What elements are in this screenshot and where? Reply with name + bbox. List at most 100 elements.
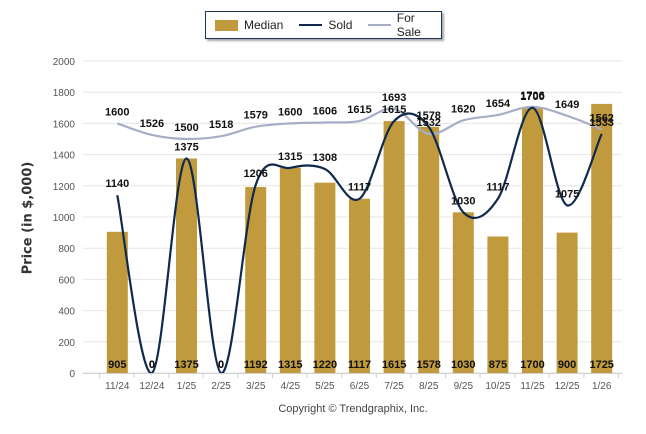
for-sale-data-label: 1693 xyxy=(382,92,406,104)
for-sale-data-label: 1615 xyxy=(347,104,371,116)
sold-data-label: 1375 xyxy=(174,142,198,154)
sold-data-label: 1117 xyxy=(348,182,371,194)
median-data-label: 875 xyxy=(489,359,507,371)
sold-data-label: 1075 xyxy=(555,188,579,200)
median-bar xyxy=(487,236,509,373)
x-tick-label: 6/25 xyxy=(350,381,370,392)
sold-data-label: 1206 xyxy=(243,168,267,180)
sold-data-label: 0 xyxy=(218,359,224,371)
x-tick-label: 2/25 xyxy=(211,381,231,392)
median-bar xyxy=(556,232,578,373)
y-tick-label: 2000 xyxy=(53,57,76,68)
series-lines xyxy=(116,105,603,375)
sold-data-label: 1578 xyxy=(416,110,440,122)
sold-data-label: 1117 xyxy=(486,182,509,194)
y-tick-label: 800 xyxy=(58,244,75,255)
median-data-label: 1192 xyxy=(244,359,268,371)
for-sale-line xyxy=(116,105,603,141)
median-bar xyxy=(349,198,370,373)
y-tick-label: 1800 xyxy=(53,88,76,99)
sold-data-label: 0 xyxy=(149,359,155,371)
for-sale-data-label: 1579 xyxy=(243,110,267,122)
legend-item-median[interactable]: Median xyxy=(215,18,283,32)
median-swatch-icon xyxy=(215,19,238,31)
x-tick-label: 8/25 xyxy=(419,381,439,392)
median-data-label: 1220 xyxy=(313,359,337,371)
for-sale-line-icon xyxy=(368,24,391,26)
median-data-label: 1615 xyxy=(382,359,406,371)
for-sale-data-label: 1518 xyxy=(209,119,233,131)
sold-data-label: 1615 xyxy=(382,104,406,116)
copyright-text: Copyright © Trendgraphix, Inc. xyxy=(278,403,428,415)
y-tick-label: 1200 xyxy=(53,182,76,193)
median-data-label: 1117 xyxy=(348,359,371,371)
median-bar xyxy=(383,121,405,373)
median-data-label: 1315 xyxy=(278,359,302,371)
y-tick-label: 0 xyxy=(69,369,75,380)
for-sale-data-label: 1526 xyxy=(140,118,164,130)
legend-item-for-sale[interactable]: For Sale xyxy=(368,11,441,39)
x-tick-label: 5/25 xyxy=(315,381,335,392)
x-tick-label: 1/25 xyxy=(177,381,197,392)
for-sale-data-label: 1562 xyxy=(589,112,613,124)
median-data-label: 0 xyxy=(149,359,155,371)
x-tick-label: 11/24 xyxy=(105,381,130,392)
x-axis-ticks: 11/24 12/24 1/25 2/25 3/25 4/25 5/25 6/25 7/25 8/… xyxy=(83,373,622,392)
median-data-label: 0 xyxy=(218,359,224,371)
median-data-label: 1375 xyxy=(174,359,198,371)
for-sale-data-label: 1649 xyxy=(555,99,579,111)
x-tick-label: 7/25 xyxy=(384,381,404,392)
median-bar xyxy=(452,212,474,373)
y-tick-label: 1400 xyxy=(53,151,76,162)
y-axis-ticks: 0 200 400 600 800 1000 1200 1400 1600 1800 2000 xyxy=(53,57,76,380)
sold-data-label: 1700 xyxy=(520,91,544,103)
x-tick-label: 4/25 xyxy=(281,381,301,392)
legend-label-median: Median xyxy=(244,18,284,32)
for-sale-data-label: 1620 xyxy=(451,103,475,115)
median-bar xyxy=(176,158,197,373)
median-bar xyxy=(418,126,440,373)
median-data-label: 1725 xyxy=(589,359,613,371)
sold-line xyxy=(116,106,603,375)
for-sale-data-label: 1706 xyxy=(520,90,544,102)
data-labels: 905 0 1375 0 1192 1315 1220 1117 1615 1578 1030 875… xyxy=(105,90,614,371)
median-data-label: 1578 xyxy=(416,359,440,371)
x-tick-label: 11/25 xyxy=(520,381,545,392)
for-sale-data-label: 1600 xyxy=(278,106,302,118)
median-bars xyxy=(106,103,613,374)
y-tick-label: 600 xyxy=(58,275,75,286)
x-tick-label: 1/26 xyxy=(592,381,612,392)
for-sale-data-label: 1654 xyxy=(486,98,511,110)
legend-label-sold: Sold xyxy=(328,18,353,32)
y-tick-label: 1000 xyxy=(53,213,76,224)
y-tick-label: 400 xyxy=(58,307,75,318)
sold-data-label: 1315 xyxy=(278,151,302,163)
y-axis-label: Price (in $,000) xyxy=(20,161,36,275)
x-tick-label: 12/25 xyxy=(555,381,580,392)
y-tick-label: 200 xyxy=(58,338,75,349)
for-sale-data-label: 1600 xyxy=(105,106,129,118)
legend-item-sold[interactable]: Sold xyxy=(299,18,352,32)
sold-data-label: 1533 xyxy=(589,117,613,129)
median-bar xyxy=(314,182,336,373)
x-tick-label: 3/25 xyxy=(246,381,266,392)
x-tick-label: 12/24 xyxy=(139,381,164,392)
x-tick-label: 10/25 xyxy=(485,381,510,392)
legend: Median Sold For Sale xyxy=(205,11,442,39)
median-bar xyxy=(245,187,267,373)
sold-data-label: 1140 xyxy=(105,178,129,190)
for-sale-data-label: 1532 xyxy=(416,117,440,129)
legend-label-for-sale: For Sale xyxy=(396,11,421,39)
sold-data-label: 1308 xyxy=(313,152,337,164)
for-sale-data-label: 1606 xyxy=(313,105,337,117)
median-data-label: 905 xyxy=(108,359,126,371)
median-bar xyxy=(106,231,128,373)
sold-line-icon xyxy=(299,24,323,26)
y-tick-label: 1600 xyxy=(53,119,76,130)
median-bar xyxy=(591,103,613,374)
median-data-label: 900 xyxy=(558,359,576,371)
median-data-label: 1700 xyxy=(520,359,544,371)
median-data-label: 1030 xyxy=(451,359,475,371)
median-bar xyxy=(279,167,301,373)
